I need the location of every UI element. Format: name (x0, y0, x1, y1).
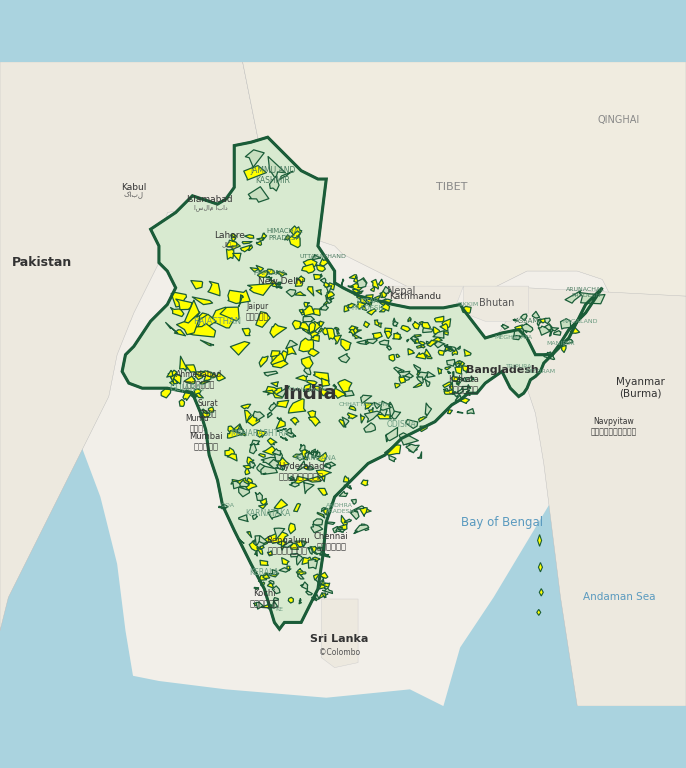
Text: ARUNACHAL
PRADESH: ARUNACHAL PRADESH (566, 287, 605, 298)
Text: GOA: GOA (221, 503, 235, 508)
Polygon shape (485, 288, 686, 706)
Polygon shape (234, 62, 686, 296)
Text: Ahmedabad
અમਦાવાદ: Ahmedabad અમਦાવાદ (176, 370, 222, 389)
Text: India: India (282, 384, 337, 402)
Text: Pakistan: Pakistan (12, 257, 72, 270)
Text: JAMMU AND
KASHMIR: JAMMU AND KASHMIR (250, 166, 296, 185)
Polygon shape (327, 286, 464, 316)
Text: New Delhi: New Delhi (258, 276, 304, 286)
Polygon shape (122, 137, 602, 629)
Polygon shape (536, 609, 541, 615)
Polygon shape (539, 588, 543, 596)
Text: Lahore: Lahore (214, 231, 245, 240)
Text: Navpyitaw
နေပြည့တော်: Navpyitaw နေပြည့တော် (591, 417, 637, 436)
Polygon shape (0, 62, 259, 631)
Text: Kochi
കൊച്ചി: Kochi കൊച്ചി (249, 589, 279, 609)
Text: ANDHRA
PRADESH: ANDHRA PRADESH (325, 503, 354, 514)
Text: CHHATTISGARH: CHHATTISGARH (338, 402, 388, 407)
Text: MAHARASHTRA: MAHARASHTRA (230, 429, 289, 438)
Text: اسلام آباد: اسلام آباد (194, 204, 228, 211)
Text: Chennai
சென்னை: Chennai சென்னை (314, 532, 348, 552)
Text: Kolkata
কলকাতা: Kolkata কলকাতা (448, 375, 479, 395)
Text: ©Colombo: ©Colombo (319, 648, 360, 657)
Text: UTTAR
PRADESH: UTTAR PRADESH (352, 298, 384, 311)
Text: HARYANA: HARYANA (253, 270, 286, 276)
Text: Bengaluru
ಬೆಂಗಳೂರು: Bengaluru ಬೆಂಗಳೂರು (266, 536, 309, 555)
Text: Surat
સુરત: Surat સુરત (197, 399, 218, 418)
Text: Jaipur
जयपुर: Jaipur जयपुर (246, 302, 269, 321)
Text: لاہور: لاہور (221, 241, 237, 247)
Polygon shape (0, 329, 134, 706)
Text: Chhindwara: Chhindwara (289, 387, 327, 392)
Text: SIKKIM: SIKKIM (458, 302, 479, 307)
Text: Hyderabad
హైదరాబాద్: Hyderabad హైదరాబాద్ (278, 462, 324, 482)
Polygon shape (464, 286, 529, 321)
Text: KERALA: KERALA (250, 568, 279, 577)
Polygon shape (539, 562, 543, 572)
Text: Mumu
મું.: Mumu મું. (185, 414, 209, 433)
Text: Myanmar
(Burma): Myanmar (Burma) (617, 377, 665, 399)
Text: ODISHA: ODISHA (387, 421, 416, 429)
Text: Sri Lanka: Sri Lanka (311, 634, 369, 644)
Text: MIZORAM: MIZORAM (525, 369, 556, 374)
Text: Bhutan: Bhutan (480, 298, 514, 308)
Text: MANIPUR: MANIPUR (546, 340, 575, 346)
Text: Mumbai
मुंबई: Mumbai मुंबई (189, 432, 223, 452)
Polygon shape (538, 535, 542, 546)
Text: کابل: کابل (124, 192, 144, 200)
Text: KE: KE (275, 607, 283, 611)
Text: Kathmandu: Kathmandu (389, 292, 441, 300)
Text: QINGHAI: QINGHAI (598, 115, 640, 125)
Text: HIMACHAL
PRADESH: HIMACHAL PRADESH (266, 228, 303, 240)
Text: RAJASTHAN: RAJASTHAN (193, 316, 241, 326)
Text: TELANGANA: TELANGANA (293, 455, 336, 462)
Text: Andaman Sea: Andaman Sea (583, 592, 655, 602)
Text: NAGALAND: NAGALAND (563, 319, 598, 324)
Text: Kabul: Kabul (121, 183, 147, 192)
Text: Bangladesh: Bangladesh (466, 365, 539, 375)
Text: ASSAM: ASSAM (515, 318, 539, 324)
Text: Bay of Bengal: Bay of Bengal (461, 515, 543, 528)
Polygon shape (321, 599, 358, 667)
Text: UTTARAKHAND: UTTARAKHAND (300, 253, 346, 259)
Text: MEGHALAYA: MEGHALAYA (495, 336, 533, 340)
Text: TRIPURA: TRIPURA (506, 364, 532, 369)
Text: GUJARAT: GUJARAT (169, 384, 206, 392)
Text: TIBET: TIBET (436, 183, 467, 193)
Text: Nepal: Nepal (388, 286, 416, 296)
Text: Islamabad: Islamabad (186, 194, 233, 204)
Polygon shape (109, 673, 443, 706)
Polygon shape (443, 363, 686, 706)
Text: KARNATAKA: KARNATAKA (245, 509, 290, 518)
